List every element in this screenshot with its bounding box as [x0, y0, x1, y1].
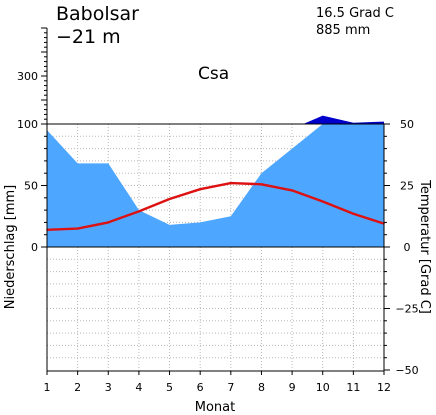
annual-precipitation: 885 mm [316, 23, 370, 38]
climate-class: Csa [198, 64, 229, 84]
station-elevation: −21 m [56, 26, 121, 48]
precipitation-excess-area [303, 115, 384, 124]
y-axis-label-right: Temperatur [Grad C] [417, 179, 432, 314]
precipitation-layer [47, 115, 384, 247]
temperature-point [291, 189, 293, 192]
temperature-point [321, 200, 324, 203]
month-tick-label: 9 [289, 381, 296, 394]
month-tick-label: 1 [44, 381, 51, 394]
temperature-point [76, 227, 79, 230]
station-name: Babolsar [56, 3, 139, 25]
month-tick-label: 12 [377, 381, 391, 394]
month-tick-label: 2 [74, 381, 81, 394]
month-tick-label: 4 [135, 381, 142, 394]
y-axis-label-left: Niederschlag [mm] [3, 185, 18, 310]
month-tick-label: 6 [197, 381, 204, 394]
temp-tick-label: −25 [395, 303, 418, 316]
precip-tick-label: 300 [17, 70, 38, 83]
precip-tick-label: 50 [24, 180, 38, 193]
month-tick-label: 11 [346, 381, 360, 394]
temperature-point [352, 212, 355, 215]
month-tick-label: 3 [105, 381, 112, 394]
precip-tick-label: 100 [17, 118, 38, 131]
month-tick-label: 5 [166, 381, 173, 394]
temperature-point [260, 183, 263, 186]
temperature-line [46, 181, 385, 231]
temperature-point [199, 188, 201, 190]
precip-tick-label: 0 [31, 241, 38, 254]
temp-tick-label: −50 [395, 364, 418, 377]
x-axis-label: Monat [195, 400, 235, 415]
temp-tick-label: 50 [400, 118, 414, 131]
temperature-point [168, 198, 171, 200]
month-tick-label: 10 [316, 381, 330, 394]
temperature-point [107, 221, 110, 224]
month-tick-label: 7 [227, 381, 234, 394]
temperature-point [230, 182, 232, 184]
temp-tick-label: 25 [400, 180, 414, 193]
mean-temperature: 16.5 Grad C [316, 6, 394, 21]
temp-tick-label: 0 [404, 241, 411, 254]
month-tick-label: 8 [258, 381, 265, 394]
precipitation-area [47, 124, 384, 247]
temperature-point [138, 210, 140, 213]
